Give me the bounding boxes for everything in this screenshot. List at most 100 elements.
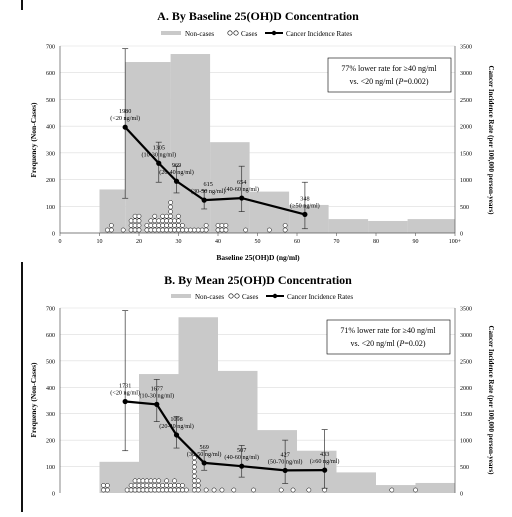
case-marker [168, 218, 173, 224]
case-marker [152, 213, 158, 219]
data-label: 507 [237, 447, 246, 454]
data-label-range: (30-50 ng/ml) [187, 451, 222, 458]
case-marker [128, 223, 134, 228]
y-tick-label: 0 [52, 232, 55, 238]
case-marker [184, 227, 189, 233]
y2-tick-label: 3000 [460, 333, 472, 339]
case-marker [136, 218, 142, 224]
x-tick-label: 60 [294, 239, 300, 245]
case-marker [160, 487, 166, 493]
case-marker [223, 223, 229, 228]
case-marker [168, 223, 173, 228]
data-label: 427 [281, 451, 290, 458]
case-marker [180, 227, 185, 233]
case-marker [152, 218, 158, 224]
page-border-left-top [21, 0, 23, 10]
data-label-range: (50-70 ng/ml) [268, 458, 303, 465]
case-marker [156, 483, 162, 488]
case-marker [109, 223, 114, 228]
chart-a-histogram [99, 54, 455, 234]
data-label-range: (40-60 ng/ml) [224, 186, 259, 193]
incidence-rate-point [173, 178, 180, 184]
y2-tick-label: 1500 [460, 412, 472, 418]
case-marker [389, 487, 395, 493]
case-marker [290, 487, 296, 493]
case-marker [148, 218, 154, 224]
case-marker [278, 487, 284, 493]
incidence-rate-point [122, 398, 128, 405]
legend-a-rates-marker [271, 30, 277, 36]
incidence-rate-point [282, 467, 288, 474]
case-marker [120, 227, 126, 233]
case-marker [306, 487, 312, 493]
case-marker [176, 213, 181, 219]
histogram-bar [139, 374, 179, 493]
legend-a-noncases-label: Non-cases [185, 30, 214, 38]
page-border-left-bottom [21, 262, 23, 512]
case-marker [168, 200, 173, 205]
chart-b-axes: 0 100 200 300 400 500 600 700 0 500 1000 1500 2000 25… [46, 307, 472, 498]
case-marker [124, 487, 130, 493]
histogram-bar [210, 142, 250, 233]
legend-a-cases-marker [233, 30, 239, 36]
case-marker [160, 213, 166, 219]
case-marker [101, 483, 106, 488]
case-marker [191, 478, 197, 484]
case-marker [140, 487, 146, 493]
chart-a-y2-axis-label: Cancer Incidence Rate (per 100,000 perso… [487, 65, 495, 215]
case-marker [156, 227, 162, 233]
case-marker [176, 483, 181, 488]
legend-a-cases-marker [227, 30, 233, 36]
histogram-bar [297, 450, 337, 493]
y2-tick-label: 2000 [460, 125, 472, 131]
chart-a-axes: 0100200300400500600700050010001500200025… [46, 45, 472, 246]
case-marker [136, 227, 142, 233]
incidence-rate-point [322, 467, 328, 473]
case-marker [144, 223, 150, 228]
legend-a-rates-label: Cancer Incidence Rates [286, 30, 352, 38]
case-marker [172, 223, 177, 228]
case-marker [282, 223, 288, 228]
chart-a-annotation-line2: vs. <20 ng/ml (P=0.002) [349, 77, 428, 86]
incidence-rate-point [302, 211, 308, 218]
case-marker [132, 213, 138, 219]
case-marker [172, 478, 177, 484]
incidence-rate-point [201, 460, 207, 466]
chart-b-title: B. By Mean 25(OH)D Concentration [164, 273, 352, 287]
case-marker [105, 227, 110, 233]
case-marker [152, 487, 158, 493]
case-marker [164, 487, 169, 493]
case-marker [191, 455, 197, 461]
y2-tick-label: 500 [460, 465, 469, 471]
case-marker [148, 478, 154, 484]
case-marker [148, 223, 154, 228]
data-label: 1677 [151, 385, 163, 392]
legend-a-noncases-swatch [161, 31, 181, 35]
case-marker [136, 478, 142, 484]
case-marker [191, 464, 197, 470]
case-marker [168, 483, 173, 488]
case-marker [128, 218, 134, 224]
x-tick-label: 0 [59, 239, 62, 245]
case-marker [191, 483, 197, 488]
y2-tick-label: 1500 [460, 151, 472, 157]
case-marker [180, 223, 185, 228]
legend-a-cases-label: Cases [241, 30, 258, 38]
data-label-range: (<20 ng/ml) [110, 115, 140, 122]
case-marker [172, 227, 177, 233]
case-marker [199, 227, 205, 233]
case-marker [156, 223, 162, 228]
case-marker [132, 227, 138, 233]
incidence-rate-point [154, 401, 160, 407]
chart-b-annotation-line2: vs. <20 ng/ml (P=0.02) [350, 339, 425, 348]
case-marker [176, 227, 181, 233]
incidence-rate-point [239, 195, 245, 201]
case-marker [160, 223, 166, 228]
case-marker [160, 218, 166, 224]
histogram-bar [178, 317, 218, 493]
chart-panel-a: A. By Baseline 25(OH)D Concentration Non… [29, 9, 495, 262]
case-marker [132, 223, 138, 228]
case-marker [132, 487, 138, 493]
case-marker [191, 460, 197, 465]
